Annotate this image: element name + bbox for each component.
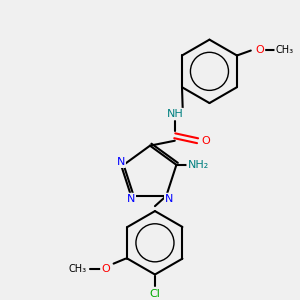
- Text: O: O: [201, 136, 210, 146]
- Text: N: N: [127, 194, 135, 204]
- Text: NH: NH: [167, 109, 183, 119]
- Text: CH₃: CH₃: [275, 45, 294, 55]
- Text: NH₂: NH₂: [188, 160, 209, 170]
- Text: O: O: [101, 264, 110, 274]
- Text: O: O: [255, 45, 264, 55]
- Text: N: N: [165, 194, 173, 204]
- Text: N: N: [116, 157, 125, 167]
- Text: CH₃: CH₃: [69, 264, 87, 274]
- Text: Cl: Cl: [149, 289, 161, 299]
